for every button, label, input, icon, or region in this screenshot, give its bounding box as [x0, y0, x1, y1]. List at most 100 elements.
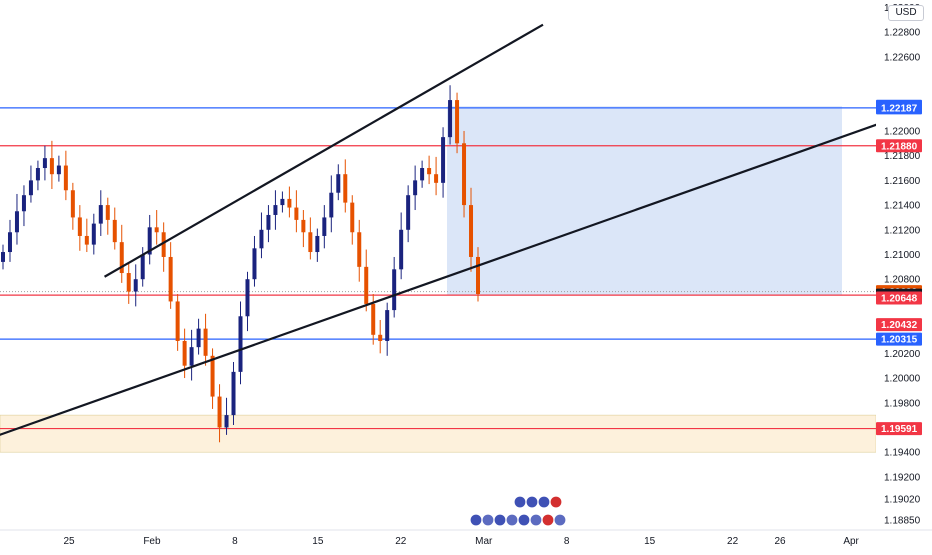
candle-body: [42, 158, 47, 169]
candle-body: [301, 219, 306, 233]
trendlines-layer[interactable]: [0, 23, 888, 494]
price-badge-label: 1.20315: [881, 335, 918, 346]
candle-body: [35, 168, 40, 181]
price-badge: [876, 318, 922, 332]
candle-body: [133, 279, 138, 292]
price-badge: [876, 101, 922, 115]
candle-body: [189, 347, 194, 366]
event-marker[interactable]: [537, 495, 551, 509]
candle-body: [392, 269, 397, 311]
price-tick-label: 1.21600: [884, 176, 921, 187]
event-marker[interactable]: [553, 513, 567, 527]
candle-body: [77, 217, 82, 236]
candle-body: [322, 217, 327, 236]
candle-body: [343, 174, 348, 203]
candle-body: [140, 254, 145, 280]
trendline: [0, 120, 888, 436]
candle-body: [294, 207, 299, 220]
candle-body: [105, 205, 110, 220]
price-tick-label: 1.21400: [884, 201, 921, 212]
candle-body: [378, 334, 383, 341]
event-marker[interactable]: [505, 513, 519, 527]
event-marker[interactable]: [513, 495, 527, 509]
event-marker[interactable]: [481, 513, 495, 527]
time-tick-label: 8: [564, 536, 570, 547]
candle-body: [455, 100, 460, 144]
candle-body: [238, 316, 243, 372]
candle-body: [154, 227, 159, 233]
candle-body: [336, 174, 341, 193]
price-tick-label: 1.18850: [884, 516, 921, 527]
candle-body: [161, 232, 166, 257]
candle-body: [315, 235, 320, 253]
event-marker[interactable]: [541, 513, 555, 527]
zones-layer: [0, 106, 877, 453]
candle-body: [175, 301, 180, 341]
candle-body: [1, 252, 5, 262]
time-tick-label: 22: [727, 536, 739, 547]
time-tick-label: 22: [395, 536, 407, 547]
candle-body: [245, 279, 250, 317]
candle-body: [203, 328, 208, 356]
candle-body: [469, 205, 474, 257]
time-tick-label: 8: [232, 536, 238, 547]
candle-body: [84, 235, 89, 245]
candle-body: [427, 168, 432, 175]
price-tick-label: 1.20800: [884, 275, 921, 286]
event-marker[interactable]: [529, 513, 543, 527]
candle-body: [7, 232, 12, 253]
candle-body: [385, 310, 390, 341]
candle-body: [350, 202, 355, 233]
time-tick-label: 26: [774, 536, 786, 547]
price-tick-label: 1.21200: [884, 225, 921, 236]
target-zone: [447, 106, 842, 296]
time-tick-label: Apr: [843, 536, 859, 547]
candle-body: [448, 100, 453, 138]
candle-body: [70, 190, 75, 218]
candle-body: [434, 174, 439, 183]
event-marker[interactable]: [517, 513, 531, 527]
price-badge-label: 1.20432: [881, 320, 918, 331]
price-axis[interactable]: 1.18850 1.19020 1.19200 1.19400 1.19800 1.200…: [876, 0, 932, 530]
candle-body: [14, 211, 19, 233]
currency-selector[interactable]: USD: [888, 5, 924, 21]
candle-body: [273, 205, 278, 215]
price-badges: 1.222001.221871.218801.206991.206711.206…: [876, 99, 922, 436]
price-badge: [876, 422, 922, 436]
trendline: [104, 23, 544, 278]
candle-body: [308, 232, 313, 253]
time-tick-label: Feb: [143, 536, 161, 547]
economic-events[interactable]: [469, 495, 567, 527]
time-tick-label: Mar: [475, 536, 493, 547]
price-badge: [876, 332, 922, 346]
time-axis[interactable]: 25 Feb 8 15 22 Mar 8 15 22 26 Apr: [0, 529, 932, 550]
candle-body: [371, 303, 376, 335]
price-tick-label: 1.21000: [884, 250, 921, 261]
event-marker[interactable]: [549, 495, 563, 509]
price-tick-label: 1.19800: [884, 398, 921, 409]
price-tick-label: 1.20000: [884, 374, 921, 385]
candle-body: [231, 371, 236, 416]
candle-body: [63, 165, 68, 191]
event-marker[interactable]: [469, 513, 483, 527]
candle-body: [28, 180, 33, 196]
price-tick-label: 1.19020: [884, 495, 921, 506]
event-marker[interactable]: [493, 513, 507, 527]
horizontal-lines-layer: [0, 107, 876, 430]
candle-body: [147, 227, 152, 255]
candle-body: [210, 355, 215, 397]
candle-body: [168, 256, 173, 302]
price-badge-label: 1.19591: [881, 424, 918, 435]
candle-body: [21, 195, 26, 212]
candle-body: [266, 214, 271, 230]
event-marker[interactable]: [525, 495, 539, 509]
candle-body: [441, 137, 446, 183]
candle-body: [280, 198, 285, 206]
price-tick-label: 1.22800: [884, 28, 921, 39]
candle-body: [182, 340, 187, 366]
candle-body: [91, 223, 96, 245]
candle-body: [259, 229, 264, 249]
price-tick-label: 1.19400: [884, 448, 921, 459]
